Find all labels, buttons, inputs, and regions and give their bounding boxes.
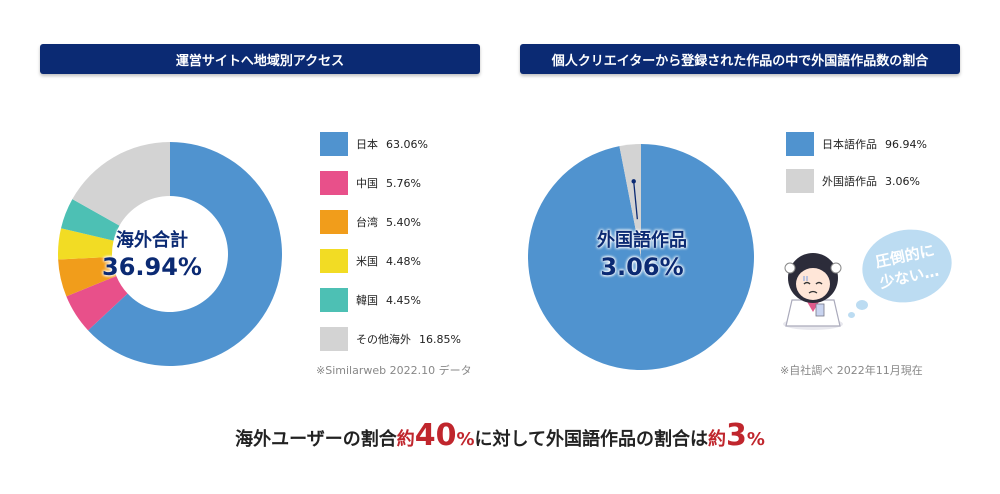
region-legend-item: 中国 5.76%	[320, 171, 421, 195]
region-legend-swatch	[320, 327, 348, 351]
overseas-total-value: 36.94%	[102, 253, 202, 281]
slice-language-1	[619, 144, 641, 257]
region-legend-label: 日本	[356, 138, 378, 151]
language-legend-value: 3.06%	[885, 174, 920, 188]
region-legend-swatch	[320, 210, 348, 234]
region-legend-value: 63.06%	[386, 137, 428, 151]
right-source-note: ※自社調べ 2022年11月現在	[780, 364, 923, 377]
language-legend-value: 96.94%	[885, 137, 927, 151]
slice-region-2	[58, 256, 117, 297]
sad-character-illustration	[783, 253, 843, 330]
language-legend-label: 日本語作品	[822, 138, 877, 151]
region-legend-item: 日本 63.06%	[320, 132, 428, 156]
slice-region-0	[88, 142, 282, 366]
region-legend-label: その他海外	[356, 333, 411, 346]
region-legend-swatch	[320, 288, 348, 312]
left-chart-title: 運営サイトへ地域別アクセス	[40, 44, 480, 74]
overseas-total-caption: 海外合計	[116, 230, 188, 251]
slice-region-1	[66, 275, 128, 331]
footer-approx-2: 約	[707, 429, 726, 450]
speech-bubble: 圧倒的に 少ない…	[855, 221, 959, 311]
region-legend-label: 韓国	[356, 294, 378, 307]
footer-value-40: 40	[414, 418, 457, 453]
region-legend-value: 16.85%	[419, 332, 461, 346]
footer-approx-1: 約	[396, 429, 415, 450]
region-legend-swatch	[320, 249, 348, 273]
language-legend-swatch	[786, 132, 814, 156]
overseas-total-label: 海外合計 36.94%	[92, 230, 212, 282]
region-legend-label: 中国	[356, 177, 378, 190]
region-legend-value: 4.45%	[386, 293, 421, 307]
region-legend-value: 5.40%	[386, 215, 421, 229]
footer-text-1: 海外ユーザーの割合	[235, 429, 397, 450]
region-legend-label: 米国	[356, 255, 378, 268]
left-source-note: ※Similarweb 2022.10 データ	[316, 364, 472, 377]
region-access-donut-chart	[58, 142, 282, 366]
foreign-works-caption: 外国語作品	[597, 230, 687, 251]
language-legend-label: 外国語作品	[822, 175, 877, 188]
region-legend-item: 台湾 5.40%	[320, 210, 421, 234]
footer-percent-2: %	[746, 429, 765, 450]
summary-footer: 海外ユーザーの割合約40%に対して外国語作品の割合は約3%	[0, 418, 1000, 453]
footer-value-3: 3	[725, 418, 747, 453]
foreign-works-value: 3.06%	[600, 253, 684, 281]
language-legend-item: 日本語作品 96.94%	[786, 132, 927, 156]
slice-region-5	[72, 142, 170, 226]
region-legend-item: 米国 4.48%	[320, 249, 421, 273]
footer-percent-1: %	[456, 429, 475, 450]
region-legend-item: その他海外 16.85%	[320, 327, 461, 351]
region-legend-swatch	[320, 132, 348, 156]
bubble-tail-dot-small	[848, 312, 855, 318]
region-legend-label: 台湾	[356, 216, 378, 229]
right-chart-title: 個人クリエイターから登録された作品の中で外国語作品数の割合	[520, 44, 960, 74]
region-legend-value: 5.76%	[386, 176, 421, 190]
region-legend-item: 韓国 4.45%	[320, 288, 421, 312]
region-legend-value: 4.48%	[386, 254, 421, 268]
pointer-dot	[631, 179, 636, 184]
region-legend-swatch	[320, 171, 348, 195]
foreign-works-pie-chart	[528, 144, 754, 370]
pointer-line	[633, 181, 638, 220]
footer-text-2: に対して外国語作品の割合は	[474, 429, 708, 450]
bubble-tail-dot-large	[856, 300, 868, 310]
slice-region-3	[58, 228, 114, 260]
foreign-works-label: 外国語作品 3.06%	[580, 230, 704, 282]
slice-region-4	[61, 199, 120, 241]
language-legend-item: 外国語作品 3.06%	[786, 169, 920, 193]
language-legend-swatch	[786, 169, 814, 193]
